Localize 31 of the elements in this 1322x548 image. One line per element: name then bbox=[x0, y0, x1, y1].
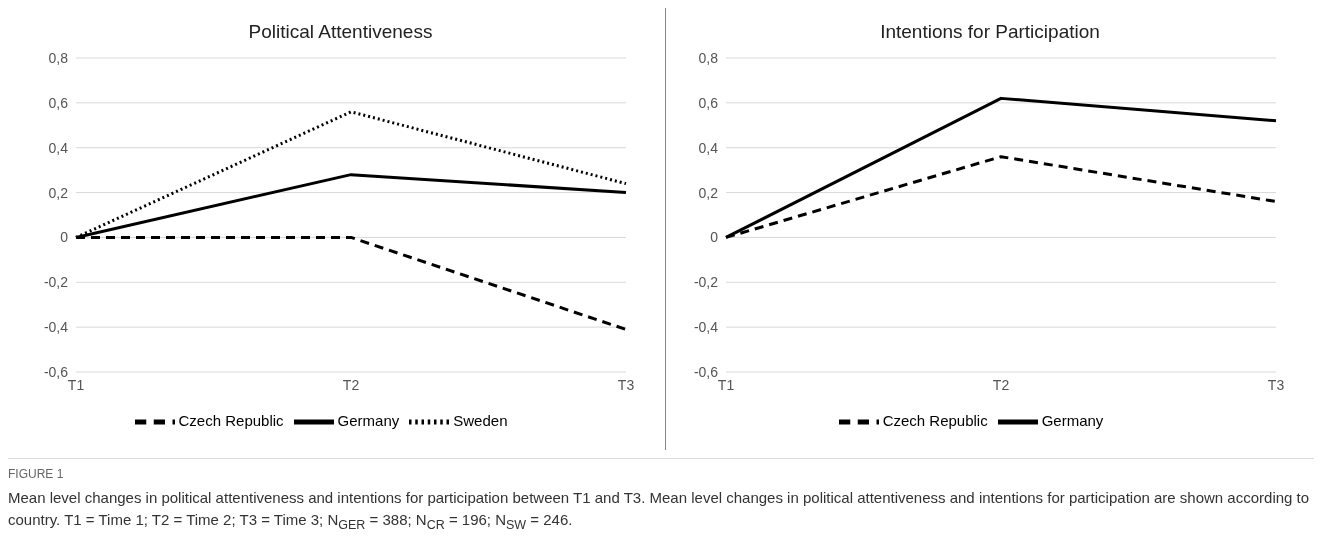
y-tick-label: 0,8 bbox=[698, 49, 719, 66]
chart-title: Political Attentiveness bbox=[247, 20, 434, 44]
y-tick-label: 0,6 bbox=[48, 94, 69, 111]
legend-label: Czech Republic bbox=[882, 411, 988, 429]
caption: FIGURE 1 bbox=[8, 467, 65, 481]
y-tick-label: 0,8 bbox=[48, 49, 69, 66]
x-tick-label: T1 bbox=[67, 376, 85, 393]
legend-label: Germany bbox=[337, 411, 400, 429]
x-tick-label: T3 bbox=[1267, 376, 1285, 393]
y-tick-label: 0 bbox=[60, 229, 69, 246]
y-tick-label: 0,4 bbox=[48, 139, 69, 156]
y-tick-label: 0,6 bbox=[698, 94, 719, 111]
y-tick-label: -0,6 bbox=[43, 363, 69, 380]
x-tick-label: T2 bbox=[992, 376, 1010, 393]
legend-label: Czech Republic bbox=[178, 411, 284, 429]
y-tick-label: 0 bbox=[710, 229, 719, 246]
x-tick-label: T2 bbox=[342, 376, 360, 393]
y-tick-label: 0,2 bbox=[698, 184, 719, 201]
chart-title: Intentions for Participation bbox=[879, 20, 1101, 44]
y-tick-label: 0,4 bbox=[698, 139, 719, 156]
legend-label: Germany bbox=[1041, 411, 1104, 429]
x-tick-label: T3 bbox=[617, 376, 635, 393]
legend-label: Sweden bbox=[453, 411, 508, 429]
y-tick-label: -0,4 bbox=[693, 319, 719, 336]
y-tick-label: -0,4 bbox=[43, 319, 69, 336]
y-tick-label: -0,6 bbox=[693, 363, 719, 380]
text: Mean level changes in political attentiveness and intentions for participation between T1 and T3. Mean level changes in political attentiveness and intentions for participation are shown according to country. T1 = Time 1; T2 = Time 2; T3 = Time 3; N$_{GER}$ = 388; N$_{CR}$ = 196; N$_{SW}$ = 246. bbox=[8, 488, 1311, 534]
y-tick-label: -0,2 bbox=[43, 274, 69, 291]
y-tick-label: -0,2 bbox=[693, 274, 719, 291]
x-tick-label: T1 bbox=[717, 376, 735, 393]
y-tick-label: 0,2 bbox=[48, 184, 69, 201]
